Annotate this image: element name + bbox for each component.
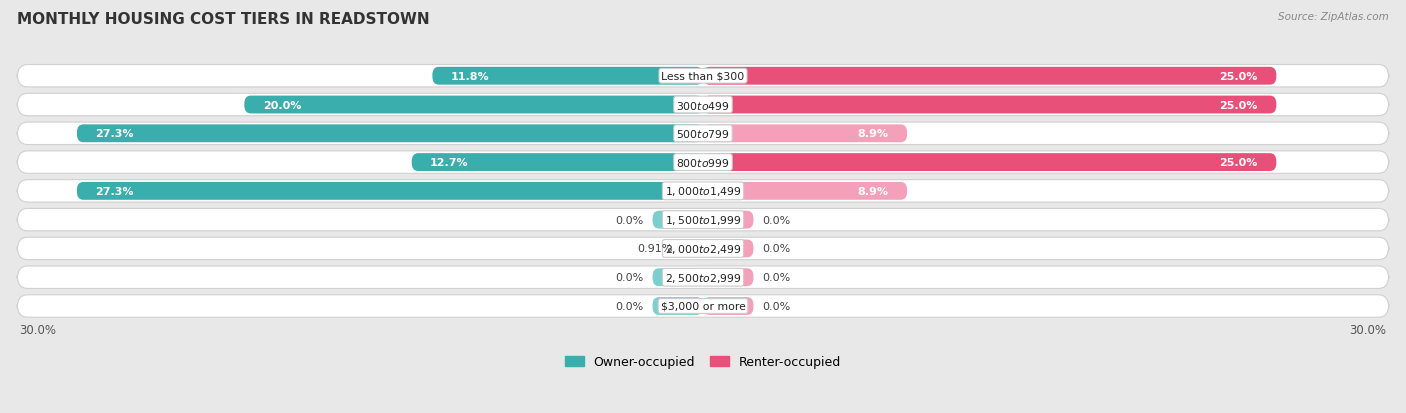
Text: 25.0%: 25.0% [1219, 158, 1258, 168]
Legend: Owner-occupied, Renter-occupied: Owner-occupied, Renter-occupied [565, 355, 841, 368]
FancyBboxPatch shape [77, 125, 703, 143]
Text: MONTHLY HOUSING COST TIERS IN READSTOWN: MONTHLY HOUSING COST TIERS IN READSTOWN [17, 12, 429, 27]
Text: $2,500 to $2,999: $2,500 to $2,999 [665, 271, 741, 284]
Text: 20.0%: 20.0% [263, 100, 301, 110]
Text: 8.9%: 8.9% [858, 129, 889, 139]
Text: 30.0%: 30.0% [1350, 323, 1386, 336]
FancyBboxPatch shape [703, 125, 907, 143]
FancyBboxPatch shape [682, 240, 703, 258]
FancyBboxPatch shape [433, 68, 703, 85]
Text: 0.0%: 0.0% [762, 215, 792, 225]
FancyBboxPatch shape [412, 154, 703, 171]
Text: $800 to $999: $800 to $999 [676, 157, 730, 169]
FancyBboxPatch shape [17, 123, 1389, 145]
Text: $500 to $799: $500 to $799 [676, 128, 730, 140]
Text: 0.0%: 0.0% [762, 244, 792, 254]
Text: 12.7%: 12.7% [430, 158, 468, 168]
FancyBboxPatch shape [17, 295, 1389, 318]
Text: 0.0%: 0.0% [762, 301, 792, 311]
FancyBboxPatch shape [703, 96, 1277, 114]
Text: 27.3%: 27.3% [96, 129, 134, 139]
FancyBboxPatch shape [17, 266, 1389, 289]
FancyBboxPatch shape [703, 68, 1277, 85]
Text: 0.0%: 0.0% [614, 301, 644, 311]
FancyBboxPatch shape [17, 237, 1389, 260]
Text: Less than $300: Less than $300 [661, 71, 745, 81]
FancyBboxPatch shape [652, 211, 703, 229]
FancyBboxPatch shape [652, 268, 703, 287]
FancyBboxPatch shape [703, 297, 754, 315]
FancyBboxPatch shape [703, 154, 1277, 171]
Text: 25.0%: 25.0% [1219, 100, 1258, 110]
FancyBboxPatch shape [652, 297, 703, 315]
FancyBboxPatch shape [703, 268, 754, 287]
Text: 8.9%: 8.9% [858, 186, 889, 197]
Text: Source: ZipAtlas.com: Source: ZipAtlas.com [1278, 12, 1389, 22]
Text: 0.0%: 0.0% [614, 273, 644, 282]
Text: 30.0%: 30.0% [20, 323, 56, 336]
Text: $300 to $499: $300 to $499 [676, 99, 730, 111]
FancyBboxPatch shape [17, 65, 1389, 88]
FancyBboxPatch shape [17, 180, 1389, 203]
Text: 0.91%: 0.91% [637, 244, 673, 254]
Text: $1,500 to $1,999: $1,500 to $1,999 [665, 214, 741, 227]
Text: 25.0%: 25.0% [1219, 71, 1258, 81]
Text: 0.0%: 0.0% [762, 273, 792, 282]
Text: 11.8%: 11.8% [451, 71, 489, 81]
FancyBboxPatch shape [703, 211, 754, 229]
FancyBboxPatch shape [77, 183, 703, 200]
Text: 27.3%: 27.3% [96, 186, 134, 197]
FancyBboxPatch shape [703, 240, 754, 258]
Text: 0.0%: 0.0% [614, 215, 644, 225]
FancyBboxPatch shape [17, 209, 1389, 231]
FancyBboxPatch shape [17, 94, 1389, 116]
FancyBboxPatch shape [703, 183, 907, 200]
Text: $3,000 or more: $3,000 or more [661, 301, 745, 311]
FancyBboxPatch shape [245, 96, 703, 114]
Text: $2,000 to $2,499: $2,000 to $2,499 [665, 242, 741, 255]
Text: $1,000 to $1,499: $1,000 to $1,499 [665, 185, 741, 198]
FancyBboxPatch shape [17, 152, 1389, 174]
